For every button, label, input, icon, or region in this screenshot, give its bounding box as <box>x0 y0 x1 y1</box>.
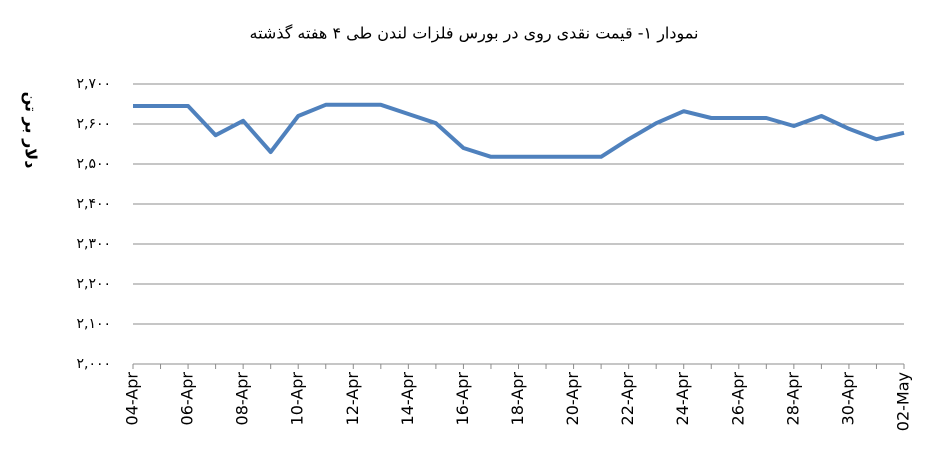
y-tick-label: ۲,۶۰۰ <box>76 116 111 132</box>
y-tick-label: ۲,۲۰۰ <box>76 276 111 292</box>
x-tick-label: 04-Apr <box>123 372 142 426</box>
y-tick-label: ۲,۴۰۰ <box>76 196 111 212</box>
x-tick-label: 02-May <box>894 372 913 431</box>
x-tick-label: 24-Apr <box>673 372 692 426</box>
y-tick-label: ۲,۷۰۰ <box>76 76 111 92</box>
x-tick-label: 08-Apr <box>233 372 252 426</box>
x-tick-label: 22-Apr <box>618 372 637 426</box>
x-tick-label: 10-Apr <box>288 372 307 426</box>
x-tick-label: 26-Apr <box>728 372 747 426</box>
y-tick-label: ۲,۵۰۰ <box>76 156 111 172</box>
y-axis-title: دلار بر تن <box>22 92 41 169</box>
x-tick-label: 18-Apr <box>508 372 527 426</box>
x-tick-label: 16-Apr <box>453 372 472 426</box>
x-tick-label: 14-Apr <box>398 372 417 426</box>
x-tick-label: 06-Apr <box>178 372 197 426</box>
x-tick-label: 20-Apr <box>563 372 582 426</box>
y-tick-label: ۲,۰۰۰ <box>76 356 111 372</box>
chart-title: نمودار ۱- قیمت نقدی روی در بورس فلزات لن… <box>250 24 699 44</box>
y-tick-label: ۲,۱۰۰ <box>76 316 111 332</box>
x-tick-label: 28-Apr <box>783 372 802 426</box>
x-tick-label: 30-Apr <box>838 372 857 426</box>
data-line <box>133 102 905 159</box>
x-tick-label: 12-Apr <box>343 372 362 426</box>
y-tick-label: ۲,۳۰۰ <box>76 236 111 252</box>
